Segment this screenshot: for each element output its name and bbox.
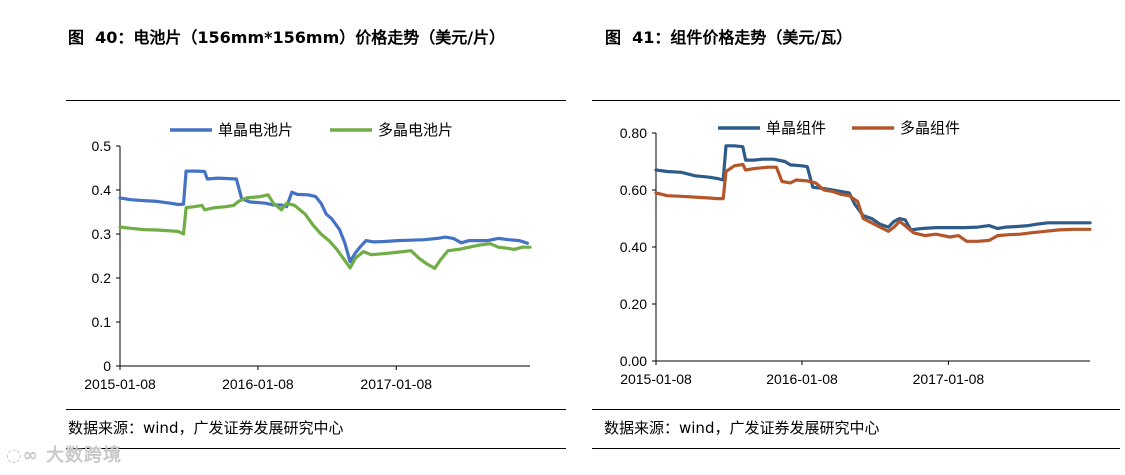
x-tick-label: 2017-01-08 [360, 376, 432, 392]
source-note-left: 数据来源：wind，广发证券发展研究中心 [68, 419, 344, 437]
source-note-right: 数据来源：wind，广发证券发展研究中心 [604, 419, 880, 437]
y-tick-label: 0.20 [620, 296, 647, 312]
x-tick-label: 2016-01-08 [766, 371, 838, 387]
series-line-1 [118, 169, 529, 264]
y-tick-label: 0.00 [620, 353, 647, 369]
series-line-2 [654, 162, 1092, 243]
figure-panel-right: 图 41：组件价格走势（美元/瓦） 0.00 0.20 0.40 0.60 0.80 20… [570, 0, 1125, 475]
y-tick-label: 0.1 [92, 314, 112, 330]
source-rule-left [66, 409, 566, 410]
legend-label-1: 单晶电池片 [218, 122, 293, 139]
title-rule-left [66, 100, 566, 101]
x-tick-label: 2016-01-08 [222, 376, 294, 392]
y-tick-label: 0.3 [92, 226, 112, 242]
y-tick-label: 0.4 [92, 182, 112, 198]
figure-panel-left: 图 40：电池片（156mm*156mm）价格走势（美元/片） 0 0.1 0.2 0… [66, 28, 566, 449]
bottom-rule-left [66, 448, 566, 449]
bottom-rule-right [592, 448, 1120, 449]
x-tick-label: 2015-01-08 [620, 371, 692, 387]
x-tick-label: 2017-01-08 [913, 371, 985, 387]
figure-title-left: 图 40：电池片（156mm*156mm）价格走势（美元/片） [68, 28, 506, 47]
y-tick-label: 0.60 [620, 182, 647, 198]
y-tick-label: 0.40 [620, 239, 647, 255]
series-line-2 [118, 193, 532, 270]
line-chart-module-price: 0.00 0.20 0.40 0.60 0.80 2015-01-08 2016-01-08… [620, 120, 1092, 387]
watermark-logo: ◌∞ 大数跨境 [6, 445, 122, 466]
legend-label-1: 单晶组件 [766, 120, 826, 137]
series-line-1 [654, 144, 1092, 232]
legend-label-2: 多晶组件 [900, 120, 960, 137]
line-chart-cell-price: 0 0.1 0.2 0.3 0.4 0.5 2015-01-08 2016-01-08 2017… [84, 122, 532, 392]
y-tick-label: 0.5 [92, 138, 112, 154]
source-rule-right [592, 409, 1120, 410]
y-tick-label: 0 [103, 358, 111, 374]
figure-title-right: 图 41：组件价格走势（美元/瓦） [605, 28, 853, 47]
y-tick-label: 0.2 [92, 270, 112, 286]
legend-label-2: 多晶电池片 [378, 122, 453, 139]
title-rule-right [592, 100, 1120, 101]
y-tick-label: 0.80 [620, 125, 647, 141]
x-tick-label: 2015-01-08 [84, 376, 156, 392]
